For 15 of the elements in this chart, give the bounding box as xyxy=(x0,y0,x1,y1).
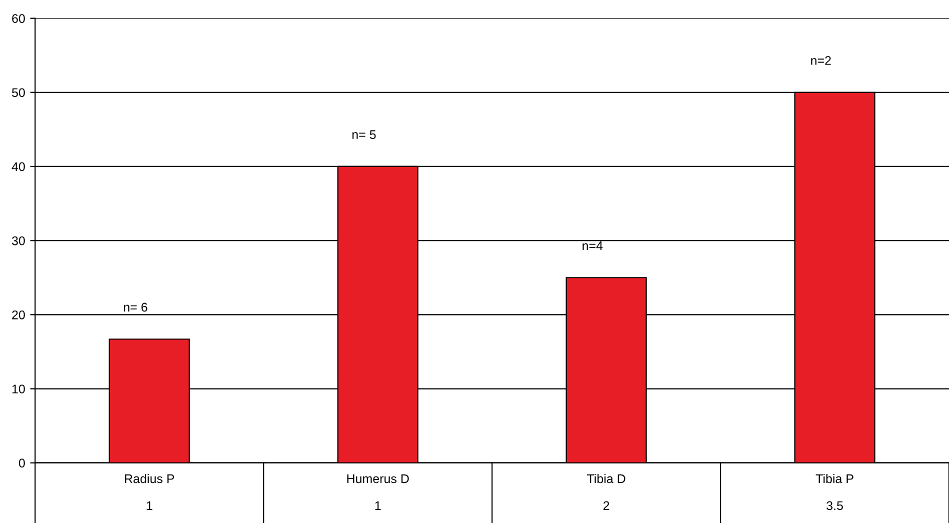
category-label: Tibia P 3.5 xyxy=(816,474,854,510)
annotation: n=4 xyxy=(582,241,603,250)
y-tick-label: 40 xyxy=(12,162,25,172)
category-label: Radius P 1 xyxy=(125,474,174,510)
category-label: Tibia D 2 xyxy=(587,474,626,510)
y-tick-label: 10 xyxy=(12,384,25,394)
annotation: n=2 xyxy=(811,56,831,65)
annotation: n= 6 xyxy=(124,302,148,312)
y-tick-label: 0 xyxy=(18,458,25,468)
annotation: n= 5 xyxy=(352,130,376,140)
category-label: Humerus D 1 xyxy=(347,474,409,510)
y-tick-label: 50 xyxy=(12,88,25,98)
y-tick-label: 60 xyxy=(12,14,25,23)
y-tick-label: 30 xyxy=(12,236,25,246)
y-tick-label: 20 xyxy=(12,310,25,320)
